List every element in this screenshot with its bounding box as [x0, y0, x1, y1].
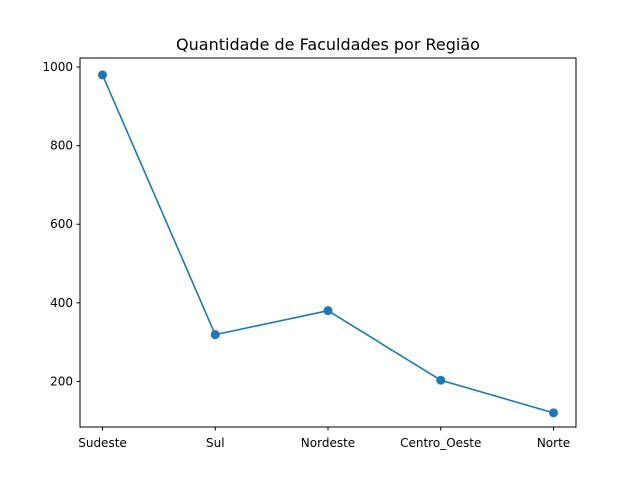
x-tick-label: Sudeste — [78, 436, 127, 450]
data-point-marker — [98, 70, 107, 80]
data-point-marker — [549, 408, 558, 418]
y-axis: 200 400 600 800 1000 — [42, 60, 80, 388]
series-layer — [98, 70, 558, 418]
y-tick-label: 600 — [50, 217, 73, 231]
y-tick-label: 800 — [50, 139, 73, 153]
x-tick-label: Sul — [206, 436, 225, 450]
y-tick-label: 1000 — [42, 60, 73, 74]
x-tick-label: Centro_Oeste — [400, 436, 481, 450]
data-point-marker — [323, 306, 333, 316]
chart-title: Quantidade de Faculdades por Região — [176, 35, 480, 54]
y-tick-label: 400 — [50, 296, 73, 310]
data-point-marker — [210, 330, 220, 340]
x-axis: Sudeste Sul Nordeste Centro_Oeste Norte — [78, 427, 570, 450]
data-point-marker — [436, 375, 446, 385]
y-tick-label: 200 — [50, 374, 73, 388]
x-tick-label: Nordeste — [301, 436, 355, 450]
x-tick-label: Norte — [537, 436, 570, 450]
